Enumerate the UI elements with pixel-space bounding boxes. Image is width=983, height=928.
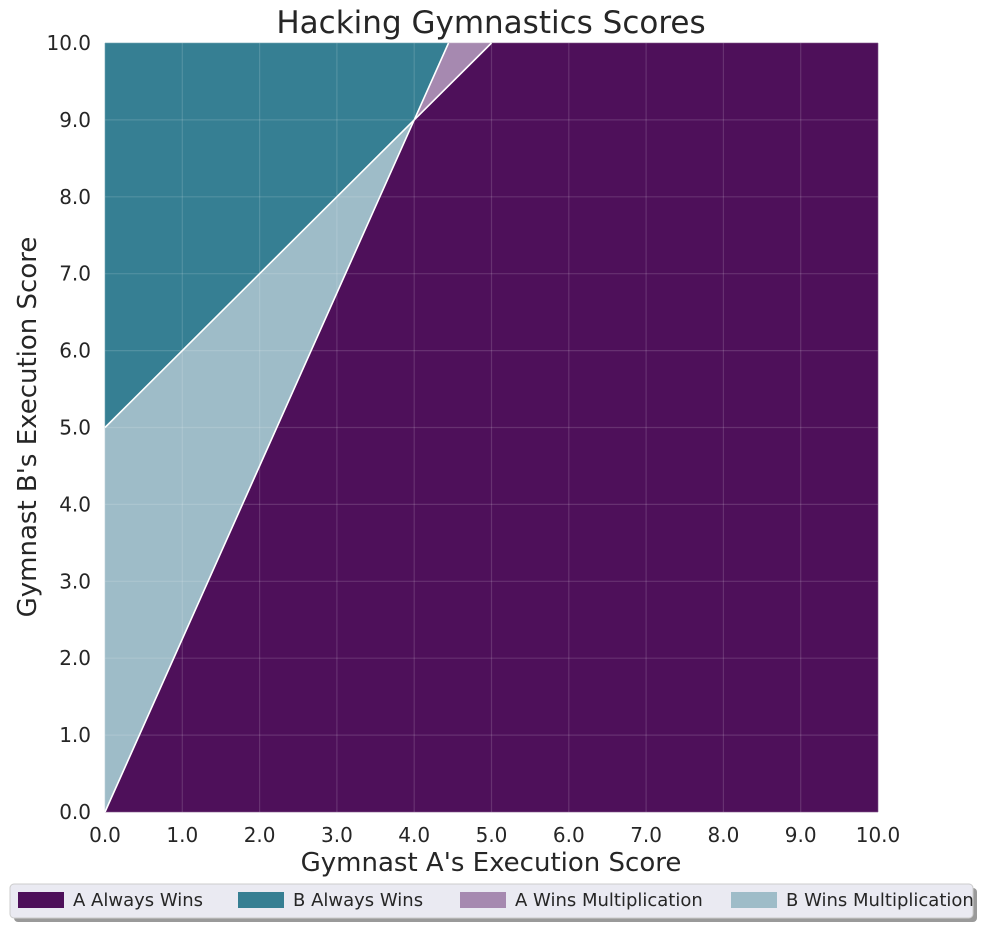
legend-items: A Always Wins B Always Wins A Wins Multipl… (18, 890, 974, 911)
plot-area (104, 42, 879, 813)
x-tick-label: 4.0 (398, 823, 430, 847)
y-tick-label: 6.0 (59, 339, 91, 363)
y-axis-label: Gymnast B's Execution Score (13, 237, 43, 618)
y-tick-label: 3.0 (59, 569, 91, 593)
y-tick-label: 5.0 (59, 416, 91, 440)
y-tick-label: 8.0 (59, 185, 91, 209)
y-tick-label: 2.0 (59, 646, 91, 670)
y-axis-ticks: 0.0 1.0 2.0 3.0 4.0 5.0 6.0 7.0 8.0 9.0 10.0 (46, 31, 91, 824)
x-axis-ticks: 0.0 1.0 2.0 3.0 4.0 5.0 6.0 7.0 8.0 9.0 10.0 (89, 823, 900, 847)
y-tick-label: 10.0 (46, 31, 91, 55)
legend-item-a-always-wins: A Always Wins (18, 890, 203, 911)
x-tick-label: 0.0 (89, 823, 121, 847)
chart-title: Hacking Gymnastics Scores (276, 5, 705, 41)
x-tick-label: 7.0 (630, 823, 662, 847)
x-tick-label: 9.0 (785, 823, 817, 847)
legend-label: B Always Wins (293, 890, 423, 911)
legend-item-b-wins-multiplication: B Wins Multiplication (731, 890, 974, 911)
legend-item-a-wins-multiplication: A Wins Multiplication (460, 890, 703, 911)
legend-label: A Always Wins (73, 890, 203, 911)
x-tick-label: 10.0 (856, 823, 901, 847)
x-tick-label: 3.0 (321, 823, 353, 847)
legend-swatch (460, 892, 506, 908)
x-tick-label: 2.0 (244, 823, 276, 847)
grid-layer (104, 42, 879, 813)
x-tick-label: 1.0 (166, 823, 198, 847)
legend-label: A Wins Multiplication (515, 890, 703, 911)
x-tick-label: 5.0 (476, 823, 508, 847)
legend-swatch (238, 892, 284, 908)
y-tick-label: 0.0 (59, 800, 91, 824)
x-axis-label: Gymnast A's Execution Score (301, 848, 682, 878)
x-tick-label: 8.0 (707, 823, 739, 847)
legend: A Always Wins B Always Wins A Wins Multipl… (9, 883, 977, 922)
legend-swatch (731, 892, 777, 908)
legend-item-b-always-wins: B Always Wins (238, 890, 423, 911)
x-tick-label: 6.0 (553, 823, 585, 847)
y-tick-label: 1.0 (59, 723, 91, 747)
boundary-line (104, 42, 493, 429)
legend-swatch (18, 892, 64, 908)
y-tick-label: 4.0 (59, 492, 91, 516)
legend-label: B Wins Multiplication (786, 890, 974, 911)
boundary-layer (104, 42, 493, 813)
y-tick-label: 9.0 (59, 108, 91, 132)
y-tick-label: 7.0 (59, 262, 91, 286)
